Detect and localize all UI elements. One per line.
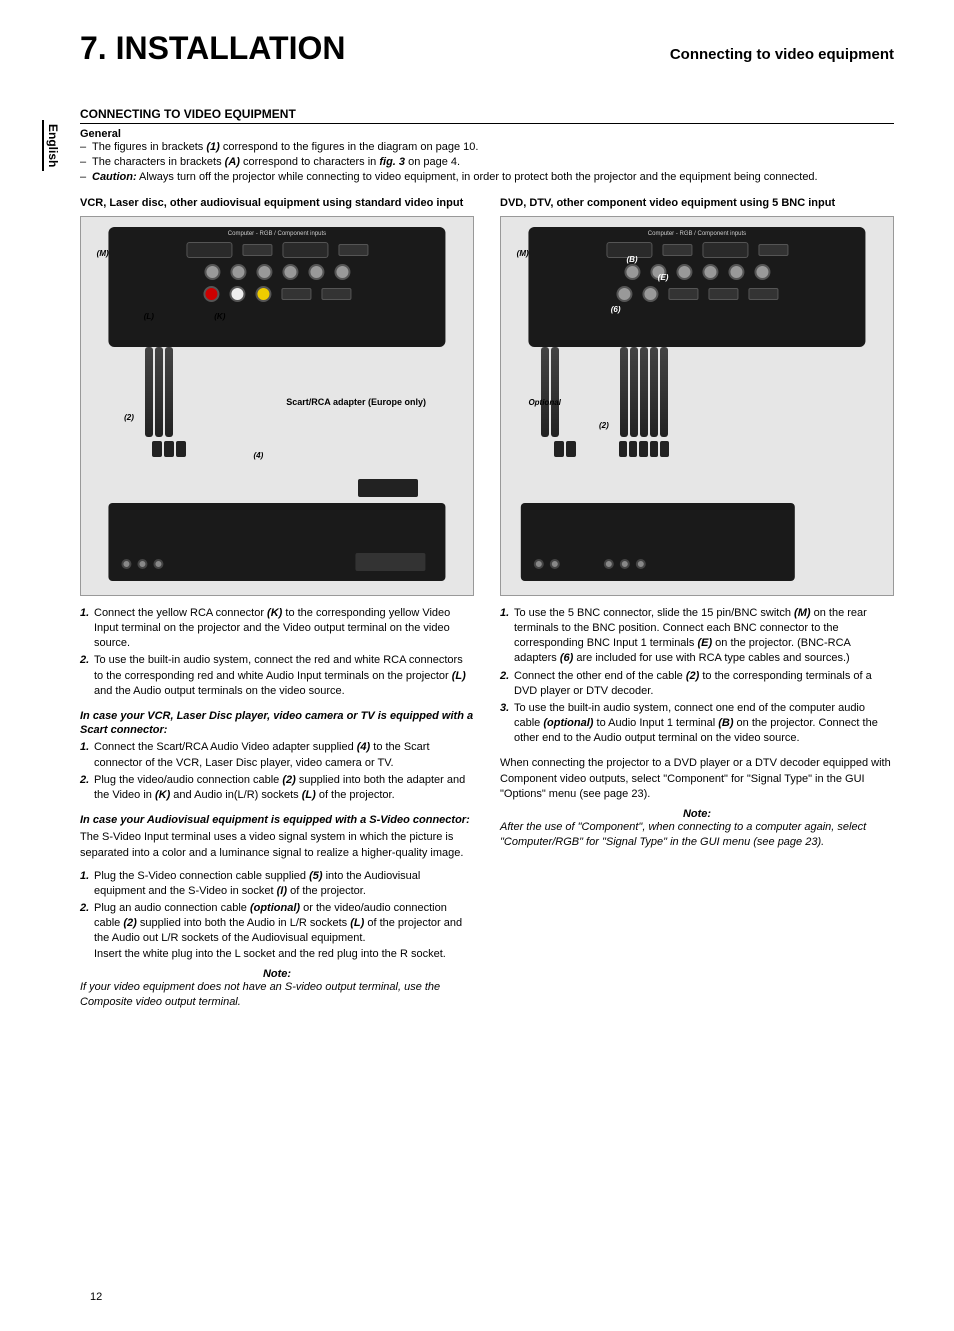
list-item: 3.To use the built-in audio system, conn… [514,701,894,747]
component-note-para: When connecting the projector to a DVD p… [500,756,894,802]
steps-svideo: 1.Plug the S-Video connection cable supp… [80,869,474,962]
scart-socket-icon [356,553,426,571]
general-item: Caution: Always turn off the projector w… [92,170,894,185]
note-body: After the use of "Component", when conne… [500,820,894,850]
scart-adapter-icon [358,479,418,497]
left-column: VCR, Laser disc, other audiovisual equip… [80,196,474,1010]
diagram-label-l: (L) [144,312,154,321]
diagram-label-2: (2) [124,413,134,422]
steps-standard: 1.Connect the yellow RCA connector (K) t… [80,606,474,699]
general-list: The figures in brackets (1) correspond t… [80,140,894,186]
list-item: 1.Connect the yellow RCA connector (K) t… [94,606,474,652]
manual-page: 7. INSTALLATION Connecting to video equi… [0,0,954,1331]
right-connection-diagram: (M) Computer - RGB / Component inputs (B… [500,216,894,596]
general-item: The characters in brackets (A) correspon… [92,155,894,170]
svideo-subheading: In case your Audiovisual equipment is eq… [80,813,474,827]
svideo-intro: The S-Video Input terminal uses a video … [80,830,474,860]
cable-bundle-bnc [619,347,669,457]
list-item: 1.Connect the Scart/RCA Audio Video adap… [94,740,474,770]
steps-bnc: 1.To use the 5 BNC connector, slide the … [500,606,894,747]
diagram-label-2: (2) [599,421,609,430]
video-source-device [108,503,445,581]
right-column: DVD, DTV, other component video equipmen… [500,196,894,1010]
general-label: General [80,128,894,140]
two-column-layout: VCR, Laser disc, other audiovisual equip… [80,196,894,1010]
note-heading: Note: [80,968,474,980]
scart-subheading: In case your VCR, Laser Disc player, vid… [80,709,474,738]
list-item: 2.To use the built-in audio system, conn… [94,653,474,699]
diagram-label-4: (4) [253,451,263,460]
chapter-title: 7. INSTALLATION [80,30,345,67]
diagram-label-e: (E) [658,273,669,282]
page-header: 7. INSTALLATION Connecting to video equi… [80,30,894,67]
diagram-label-m: (M) [97,249,109,258]
diagram-label-k: (K) [214,312,225,321]
optional-label: Optional [528,398,560,407]
projector-rear-panel: Computer - RGB / Component inputs [108,227,445,347]
list-item: 2.Connect the other end of the cable (2)… [514,669,894,699]
section-heading: CONNECTING TO VIDEO EQUIPMENT [80,107,894,124]
diagram-label-b: (B) [626,255,637,264]
cable-bundle [144,347,194,457]
note-body: If your video equipment does not have an… [80,980,474,1010]
diagram-label-m: (M) [517,249,529,258]
list-item: 2.Plug the video/audio connection cable … [94,773,474,803]
list-item: 1.To use the 5 BNC connector, slide the … [514,606,894,667]
general-item: The figures in brackets (1) correspond t… [92,140,894,155]
content: CONNECTING TO VIDEO EQUIPMENT General Th… [80,107,894,1009]
diagram-label-6: (6) [611,305,621,314]
steps-scart: 1.Connect the Scart/RCA Audio Video adap… [80,740,474,803]
list-item: 1.Plug the S-Video connection cable supp… [94,869,474,899]
chapter-subtitle: Connecting to video equipment [670,46,894,63]
language-tab: English [42,120,62,171]
note-heading: Note: [500,808,894,820]
left-connection-diagram: (M) Computer - RGB / Component inputs (L… [80,216,474,596]
page-number: 12 [90,1291,102,1303]
list-item: 2.Plug an audio connection cable (option… [94,901,474,962]
right-heading: DVD, DTV, other component video equipmen… [500,196,894,210]
projector-rear-panel: Computer - RGB / Component inputs [528,227,865,347]
dvd-dtv-device [521,503,795,581]
scart-adapter-label: Scart/RCA adapter (Europe only) [286,398,426,408]
left-heading: VCR, Laser disc, other audiovisual equip… [80,196,474,210]
